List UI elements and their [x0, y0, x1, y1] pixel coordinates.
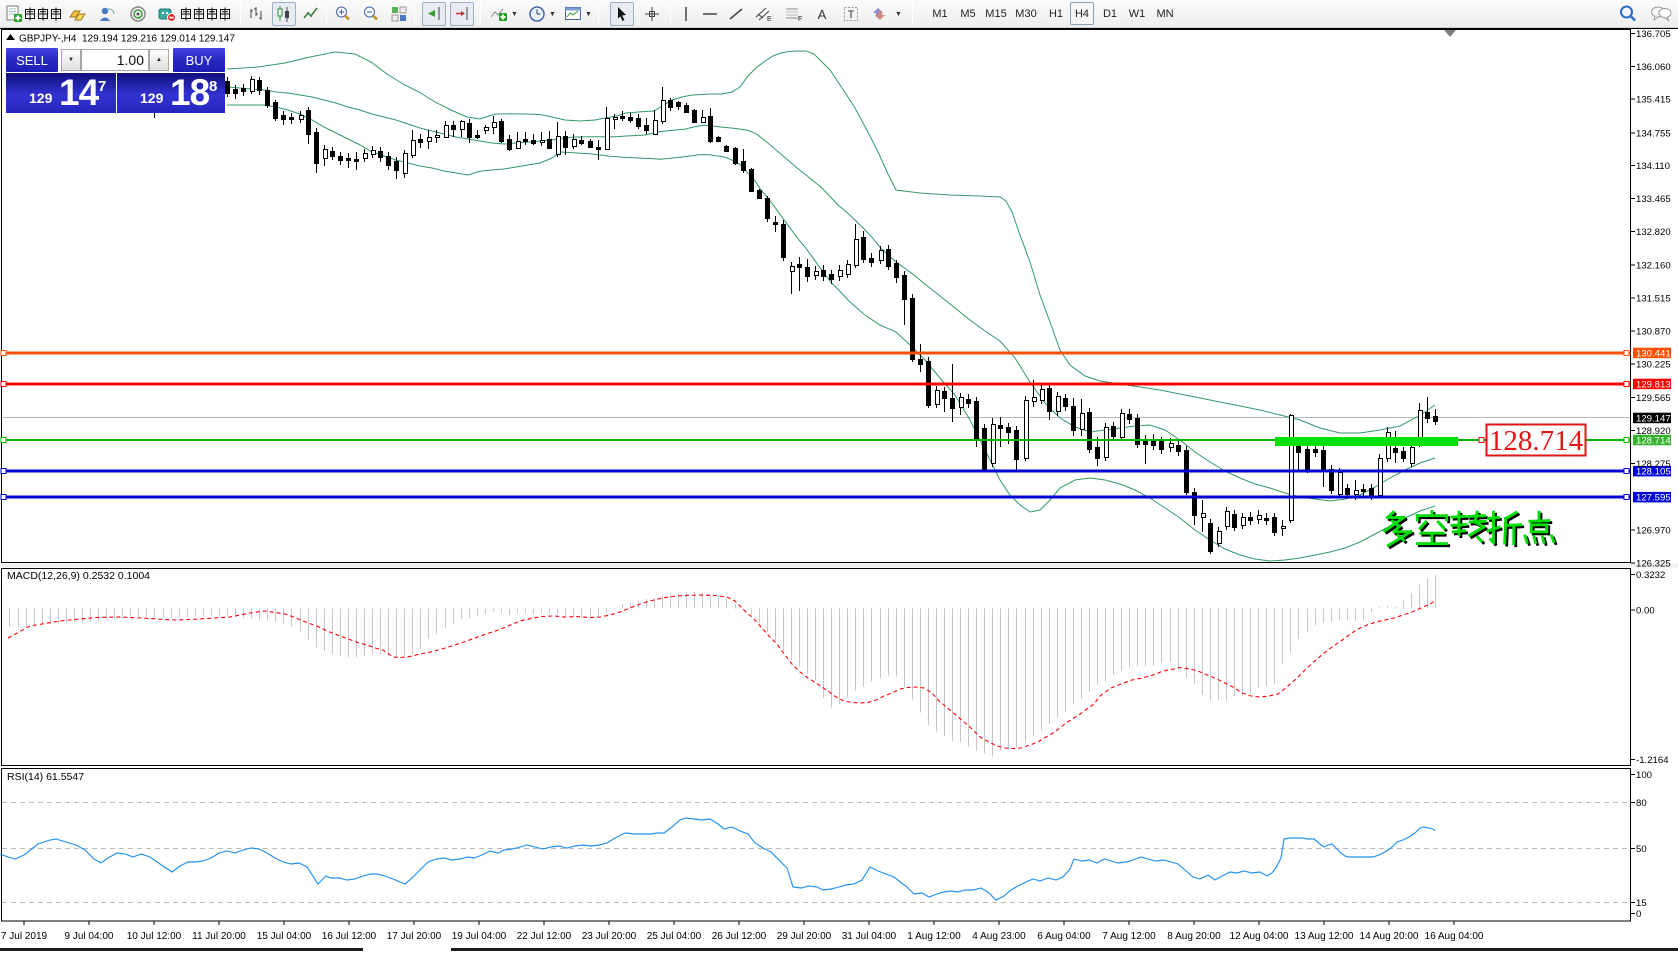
svg-text:13 Aug 12:00: 13 Aug 12:00	[1295, 931, 1354, 942]
svg-text:E: E	[767, 16, 772, 23]
svg-text:23 Jul 20:00: 23 Jul 20:00	[582, 931, 637, 942]
svg-text:132.820: 132.820	[1636, 227, 1671, 238]
svg-text:134.110: 134.110	[1636, 161, 1670, 172]
svg-text:126.970: 126.970	[1636, 525, 1671, 536]
svg-text:MACD(12,26,9) 0.2532 0.1004: MACD(12,26,9) 0.2532 0.1004	[7, 570, 150, 582]
svg-text:100: 100	[1636, 770, 1652, 781]
svg-text:22 Jul 12:00: 22 Jul 12:00	[517, 931, 572, 942]
svg-text:128.714: 128.714	[1636, 436, 1671, 447]
svg-text:4 Aug 23:00: 4 Aug 23:00	[972, 931, 1026, 942]
svg-text:130.870: 130.870	[1636, 327, 1671, 338]
svg-text:127.595: 127.595	[1636, 493, 1671, 504]
svg-text:128.920: 128.920	[1636, 426, 1671, 437]
svg-text:7 Jul 2019: 7 Jul 2019	[1, 931, 48, 942]
svg-text:129.813: 129.813	[1636, 380, 1671, 391]
svg-text:16 Aug 04:00: 16 Aug 04:00	[1425, 931, 1484, 942]
svg-text:130.441: 130.441	[1636, 349, 1671, 360]
svg-text:6 Aug 04:00: 6 Aug 04:00	[1037, 931, 1091, 942]
svg-text:133.465: 133.465	[1636, 194, 1671, 205]
svg-text:11 Jul 20:00: 11 Jul 20:00	[192, 931, 246, 942]
svg-text:-1.2164: -1.2164	[1636, 755, 1669, 766]
svg-text:26 Jul 12:00: 26 Jul 12:00	[712, 931, 767, 942]
svg-text:GBPJPY-,H4 129.194 129.216 12: GBPJPY-,H4 129.194 129.216 129.014 129.1…	[19, 34, 235, 45]
svg-text:8 Aug 20:00: 8 Aug 20:00	[1167, 931, 1221, 942]
svg-text:RSI(14) 61.5547: RSI(14) 61.5547	[7, 771, 84, 783]
svg-text:128.275: 128.275	[1636, 459, 1671, 470]
svg-text:136.060: 136.060	[1636, 62, 1671, 73]
svg-text:80: 80	[1636, 798, 1647, 809]
svg-text:131.515: 131.515	[1636, 294, 1671, 305]
svg-text:15 Jul 04:00: 15 Jul 04:00	[257, 931, 312, 942]
svg-text:129.565: 129.565	[1636, 393, 1671, 404]
svg-text:128.105: 128.105	[1636, 467, 1671, 478]
svg-text:130.225: 130.225	[1636, 359, 1671, 370]
svg-text:17 Jul 20:00: 17 Jul 20:00	[387, 931, 442, 942]
svg-text:128.714: 128.714	[1489, 425, 1584, 457]
svg-text:0.3232: 0.3232	[1636, 570, 1665, 581]
svg-text:0.00: 0.00	[1636, 606, 1655, 617]
svg-text:14 Aug 20:00: 14 Aug 20:00	[1360, 931, 1419, 942]
svg-text:9 Jul 04:00: 9 Jul 04:00	[65, 931, 114, 942]
svg-text:12 Aug 04:00: 12 Aug 04:00	[1230, 931, 1289, 942]
svg-text:15: 15	[1636, 898, 1647, 909]
svg-text:7 Aug 12:00: 7 Aug 12:00	[1102, 931, 1156, 942]
svg-text:129.147: 129.147	[1636, 414, 1671, 425]
svg-text:136.705: 136.705	[1636, 29, 1671, 40]
svg-text:135.415: 135.415	[1636, 95, 1671, 106]
svg-text:50: 50	[1636, 844, 1647, 855]
svg-text:0: 0	[1636, 909, 1641, 920]
svg-text:25 Jul 04:00: 25 Jul 04:00	[647, 931, 702, 942]
svg-text:29 Jul 20:00: 29 Jul 20:00	[777, 931, 832, 942]
svg-text:16 Jul 12:00: 16 Jul 12:00	[322, 931, 377, 942]
svg-text:T: T	[848, 9, 855, 21]
svg-text:134.755: 134.755	[1636, 128, 1671, 139]
svg-text:126.325: 126.325	[1636, 558, 1671, 569]
svg-text:10 Jul 12:00: 10 Jul 12:00	[127, 931, 182, 942]
svg-text:1 Aug 12:00: 1 Aug 12:00	[907, 931, 961, 942]
svg-text:F: F	[798, 16, 802, 23]
svg-text:19 Jul 04:00: 19 Jul 04:00	[452, 931, 507, 942]
svg-text:132.160: 132.160	[1636, 261, 1671, 272]
svg-text:31 Jul 04:00: 31 Jul 04:00	[842, 931, 897, 942]
